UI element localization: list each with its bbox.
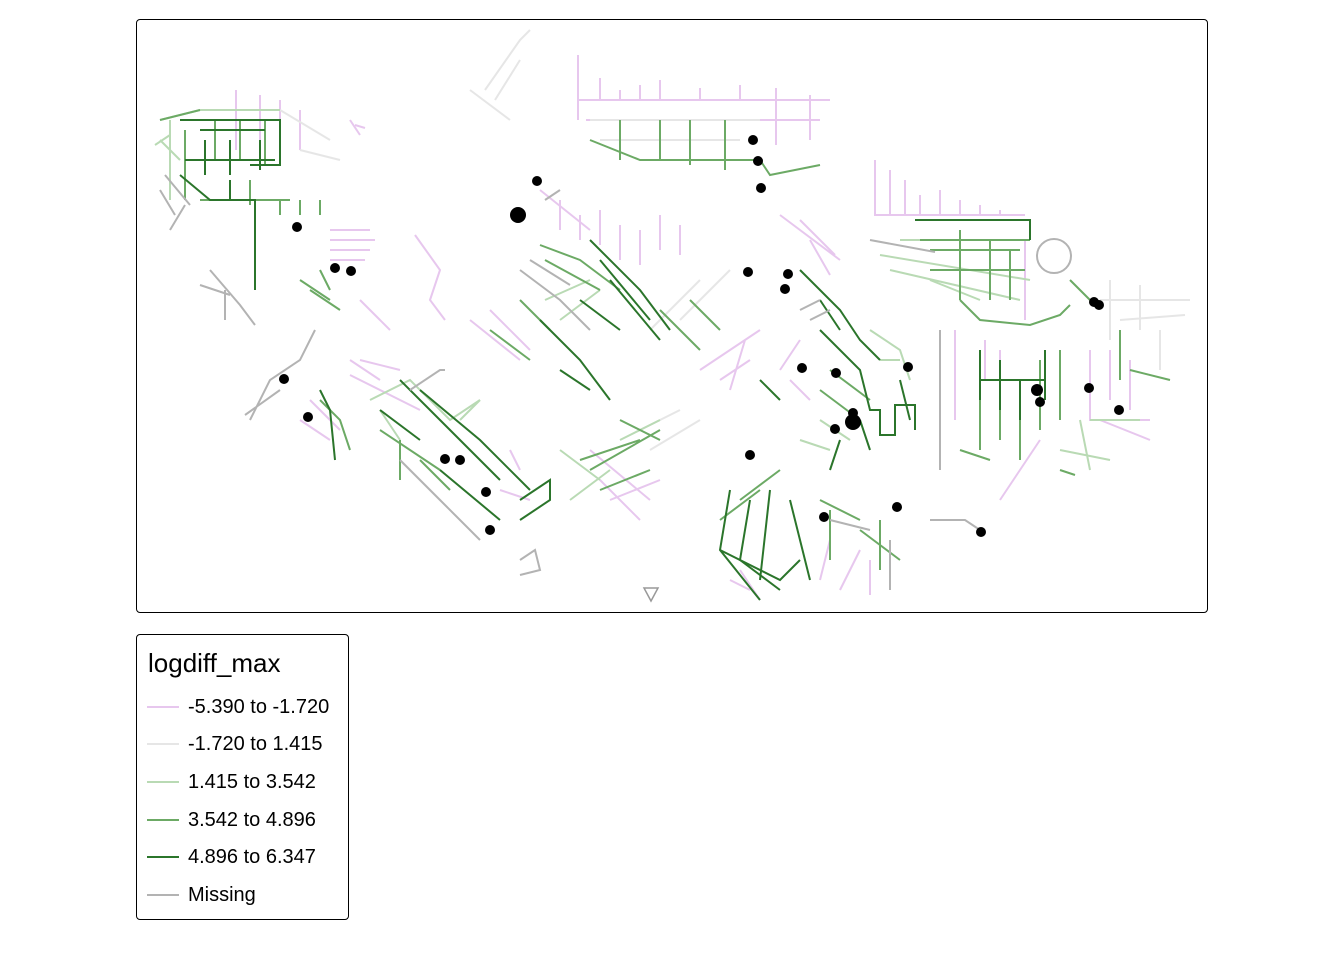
point bbox=[279, 374, 289, 384]
legend-swatch bbox=[147, 894, 179, 896]
legend-swatch bbox=[147, 819, 179, 821]
point bbox=[892, 502, 902, 512]
point bbox=[346, 266, 356, 276]
street-segments-class-3 bbox=[154, 109, 1140, 501]
legend-label: 3.542 to 4.896 bbox=[188, 808, 316, 831]
legend-swatch bbox=[147, 706, 179, 708]
street-segments-class-5 bbox=[179, 119, 1046, 601]
point bbox=[1084, 383, 1094, 393]
legend-item: Missing bbox=[147, 881, 256, 909]
point bbox=[481, 487, 491, 497]
legend-item: 1.415 to 3.542 bbox=[147, 768, 316, 796]
legend-swatch bbox=[147, 781, 179, 783]
point bbox=[797, 363, 807, 373]
point bbox=[743, 267, 753, 277]
point bbox=[819, 512, 829, 522]
point bbox=[1031, 384, 1043, 396]
legend-label: 4.896 to 6.347 bbox=[188, 845, 316, 868]
legend-label: -1.720 to 1.415 bbox=[188, 732, 323, 755]
point bbox=[756, 183, 766, 193]
legend-label: -5.390 to -1.720 bbox=[188, 695, 330, 718]
point bbox=[976, 527, 986, 537]
legend-item: 4.896 to 6.347 bbox=[147, 843, 316, 871]
street-segments-missing bbox=[159, 174, 1072, 590]
point bbox=[455, 455, 465, 465]
point bbox=[845, 414, 861, 430]
street-segments-class-4 bbox=[159, 109, 1171, 570]
point bbox=[753, 156, 763, 166]
point bbox=[783, 269, 793, 279]
map-panel bbox=[136, 19, 1208, 613]
legend-swatch bbox=[147, 743, 179, 745]
point bbox=[440, 454, 450, 464]
legend-label: Missing bbox=[188, 883, 256, 906]
point bbox=[532, 176, 542, 186]
point bbox=[745, 450, 755, 460]
legend: logdiff_max -5.390 to -1.720 -1.720 to 1… bbox=[136, 634, 349, 920]
point bbox=[330, 263, 340, 273]
point bbox=[903, 362, 913, 372]
legend-item: 3.542 to 4.896 bbox=[147, 806, 316, 834]
triangle-marker-icon bbox=[642, 587, 660, 603]
legend-label: 1.415 to 3.542 bbox=[188, 770, 316, 793]
point bbox=[303, 412, 313, 422]
point bbox=[485, 525, 495, 535]
point-markers bbox=[279, 135, 1124, 537]
point bbox=[292, 222, 302, 232]
point bbox=[830, 424, 840, 434]
legend-item: -1.720 to 1.415 bbox=[147, 730, 323, 758]
point bbox=[1094, 300, 1104, 310]
street-segments-class-1 bbox=[235, 55, 1151, 601]
point bbox=[831, 368, 841, 378]
street-segments-class-2 bbox=[279, 29, 1190, 451]
legend-swatch bbox=[147, 856, 179, 858]
point bbox=[748, 135, 758, 145]
point bbox=[780, 284, 790, 294]
point bbox=[1035, 397, 1045, 407]
legend-item: -5.390 to -1.720 bbox=[147, 693, 329, 721]
point bbox=[510, 207, 526, 223]
point bbox=[1114, 405, 1124, 415]
legend-title: logdiff_max bbox=[148, 648, 281, 678]
street-network-map bbox=[154, 29, 1190, 603]
